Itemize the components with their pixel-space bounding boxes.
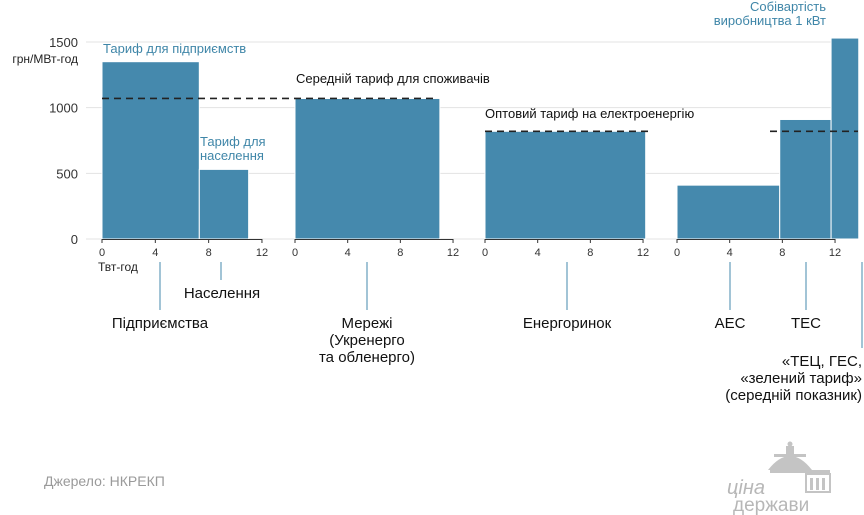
annotation-population-tariff-line1: Тариф для bbox=[200, 134, 266, 149]
x-tick-label-p1-8: 8 bbox=[206, 247, 212, 259]
bar-panel4-2 bbox=[779, 118, 832, 240]
bar-panel1-1 bbox=[101, 61, 200, 240]
y-tick-label-1500: 1500 bbox=[49, 35, 78, 50]
annotation-population-tariff-line2: населення bbox=[200, 148, 264, 163]
y-tick-label-1000: 1000 bbox=[49, 101, 78, 116]
annotation-cost-line2: виробництва 1 кВт bbox=[714, 13, 826, 28]
x-tick-label-p1-4: 4 bbox=[152, 247, 158, 259]
reference-lines bbox=[102, 97, 858, 133]
x-tick-label-p2-4: 4 bbox=[345, 247, 351, 259]
x-tick-label-p4-8: 8 bbox=[779, 247, 785, 259]
annotation-cost-line1: Собівартість bbox=[750, 0, 826, 14]
annotation-average-tariff: Середній тариф для споживачів bbox=[296, 71, 490, 86]
x-tick-label-p3-0: 0 bbox=[482, 247, 488, 259]
y-axis-ticks: 0 500 1000 1500 bbox=[49, 35, 78, 247]
x-tick-label-p1-12: 12 bbox=[256, 247, 268, 259]
x-tick-label-p4-12: 12 bbox=[829, 247, 841, 259]
category-npp: АЕС bbox=[715, 315, 746, 332]
bar-panel1-2 bbox=[198, 168, 250, 240]
y-axis-unit: грн/МВт-год bbox=[12, 52, 78, 66]
y-tick-label-0: 0 bbox=[71, 232, 78, 247]
category-other-line1: «ТЕЦ, ГЕС, bbox=[782, 353, 862, 370]
bar-panel2-1 bbox=[294, 97, 441, 240]
x-tick-label-p3-8: 8 bbox=[587, 247, 593, 259]
category-networks-line3: та обленерго) bbox=[319, 349, 415, 366]
bar-panel3-1 bbox=[484, 130, 647, 240]
category-other-line3: (середній показник) bbox=[725, 387, 862, 404]
x-axis-unit: Твт-год bbox=[98, 260, 138, 274]
x-tick-label-p4-4: 4 bbox=[727, 247, 733, 259]
logo-word-2: держави bbox=[733, 495, 809, 515]
category-connectors bbox=[159, 262, 863, 348]
category-enterprises: Підприємства bbox=[112, 315, 209, 332]
category-networks-line1: Мережі bbox=[342, 315, 393, 332]
category-tpp: ТЕС bbox=[791, 315, 821, 332]
annotation-enterprise-tariff: Тариф для підприємств bbox=[103, 41, 246, 56]
category-population: Населення bbox=[184, 285, 260, 302]
bar-panel4-1 bbox=[676, 184, 781, 240]
category-other-line2: «зелений тариф» bbox=[740, 370, 862, 387]
x-tick-label-p1-0: 0 bbox=[99, 247, 105, 259]
x-tick-label-p4-0: 0 bbox=[674, 247, 680, 259]
y-tick-label-500: 500 bbox=[56, 166, 78, 181]
x-tick-label-p2-8: 8 bbox=[397, 247, 403, 259]
category-networks-line2: (Укренерго bbox=[329, 332, 405, 349]
cina-derzhavy-logo: ціна держави bbox=[727, 441, 831, 515]
bars bbox=[101, 37, 860, 240]
category-energy-market: Енергоринок bbox=[523, 315, 612, 332]
bar-panel4-3 bbox=[830, 37, 860, 240]
x-tick-label-p2-0: 0 bbox=[292, 247, 298, 259]
source-note: Джерело: НКРЕКП bbox=[44, 473, 165, 489]
x-axes: 0 4 8 12 0 4 8 12 0 4 8 12 0 4 8 12 bbox=[99, 239, 841, 259]
x-tick-label-p2-12: 12 bbox=[447, 247, 459, 259]
logo-word-1: ціна bbox=[727, 477, 765, 499]
x-tick-label-p3-12: 12 bbox=[637, 247, 649, 259]
x-tick-label-p3-4: 4 bbox=[535, 247, 541, 259]
building-icon bbox=[768, 441, 831, 493]
annotation-wholesale-tariff: Оптовий тариф на електроенергію bbox=[485, 106, 694, 121]
